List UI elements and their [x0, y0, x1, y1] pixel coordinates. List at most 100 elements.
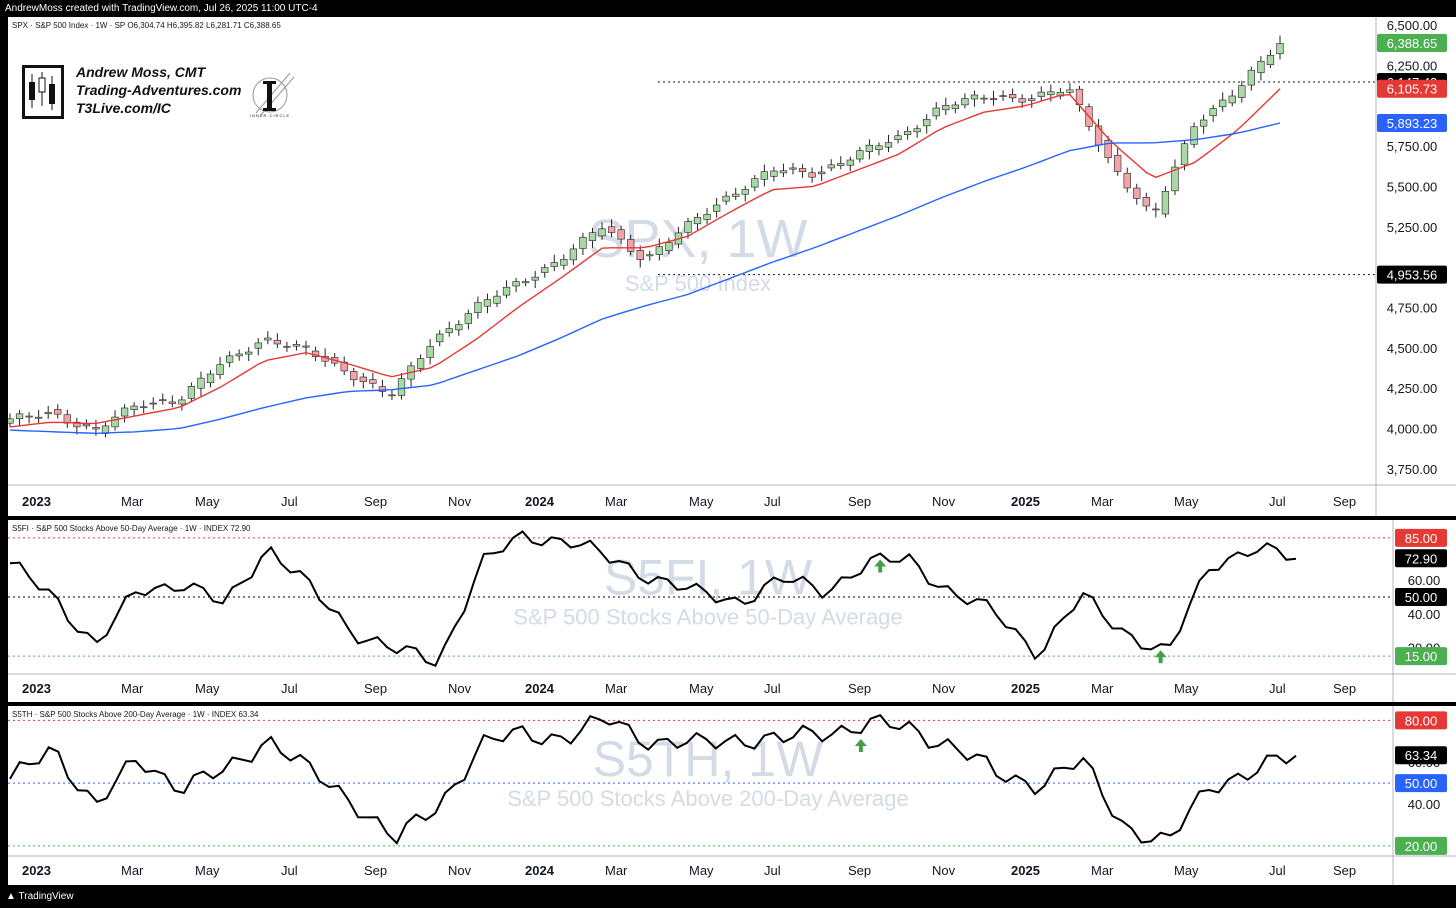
value-label: 50.00 [1405, 776, 1438, 791]
price-candle [1104, 140, 1112, 159]
watermark-name: S&P 500 Stocks Above 50-Day Average [513, 605, 902, 630]
s5fi-chart-svg[interactable]: S5FI, 1WS&P 500 Stocks Above 50-Day Aver… [8, 520, 1456, 702]
author-name: Andrew Moss, CMT [76, 64, 206, 80]
price-candle [8, 418, 14, 424]
s5th-panel[interactable]: S5TH, 1W S&P 500 Stocks Above 200-Day Ave… [8, 706, 1456, 885]
price-candle [1123, 172, 1131, 189]
x-tick-label: May [195, 494, 220, 509]
value-label: 50.00 [1405, 590, 1438, 605]
price-candle [1028, 98, 1036, 101]
x-tick-label: Jul [281, 681, 298, 696]
s5fi-panel[interactable]: S5FI, 1W S&P 500 Stocks Above 50-Day Aver… [8, 520, 1456, 702]
spx-price-panel[interactable]: SPX, 1W S&P 500 Index 6,500.00 6,250.00 5,75… [8, 17, 1456, 516]
s5fi-legend: S5FI · S&P 500 Stocks Above 50-Day Avera… [12, 524, 251, 533]
buy-signal-arrow-icon [874, 559, 887, 573]
spx-chart-svg[interactable]: SPX, 1WS&P 500 Index6,500.006,250.005,75… [8, 17, 1456, 516]
price-candle [159, 399, 167, 402]
y-tick-label: 60.00 [1408, 573, 1441, 588]
x-tick-label: May [195, 863, 220, 878]
price-candle [894, 135, 902, 141]
x-tick-label: Sep [848, 681, 871, 696]
chart-attribution-bar: AndrewMoss created with TradingView.com,… [0, 0, 1456, 17]
x-tick-label: May [689, 863, 714, 878]
price-candle [617, 229, 625, 240]
price-candle [120, 407, 129, 417]
price-candle [216, 364, 224, 375]
price-candle [999, 95, 1007, 97]
x-tick-label: Sep [1333, 494, 1356, 509]
price-candle [140, 406, 148, 409]
price-candle [1161, 191, 1170, 215]
price-candle [989, 98, 998, 100]
price-candle [923, 118, 931, 127]
price-candle [378, 386, 387, 392]
panel-separator[interactable] [0, 516, 1456, 520]
price-candle [703, 214, 711, 220]
x-tick-label: Jul [764, 863, 781, 878]
spx-legend: SPX · S&P 500 Index · 1W · SP O6,304.74 … [12, 21, 281, 30]
price-candle [369, 379, 377, 384]
price-candle [1047, 91, 1055, 96]
value-label: 63.34 [1405, 748, 1438, 763]
sma-line [9, 122, 1281, 435]
value-label-bg [1395, 711, 1447, 730]
price-candle [178, 399, 186, 405]
price-candle [149, 402, 157, 405]
price-candle [1228, 95, 1236, 104]
price-label: 6,388.65 [1387, 36, 1438, 51]
x-tick-label: Mar [121, 494, 144, 509]
inner-circle-icon [252, 72, 295, 116]
x-tick-label: May [195, 681, 220, 696]
y-tick-label: 4,000.00 [1387, 422, 1438, 437]
price-candle [264, 337, 272, 341]
x-tick-label: May [1174, 494, 1199, 509]
author-site-2: T3Live.com/IC [76, 100, 171, 116]
price-candle [283, 345, 291, 348]
price-candle [980, 97, 988, 100]
x-tick-label: Sep [364, 494, 387, 509]
price-candle [455, 324, 463, 331]
price-candle [693, 217, 702, 225]
panel-separator[interactable] [0, 702, 1456, 706]
price-candle [1247, 69, 1255, 86]
price-candle [512, 281, 520, 287]
y-tick-label: 3,750.00 [1387, 462, 1438, 477]
price-candle [722, 195, 730, 202]
price-candle [588, 232, 597, 241]
price-candle [827, 164, 835, 169]
y-tick-label: 5,500.00 [1387, 179, 1438, 194]
price-candle [665, 242, 673, 251]
x-tick-label: Mar [605, 863, 628, 878]
s5th-chart-svg[interactable]: S5TH, 1WS&P 500 Stocks Above 200-Day Ave… [8, 706, 1456, 885]
price-candle [550, 262, 558, 267]
price-candle [1152, 208, 1160, 211]
price-candle [932, 107, 940, 117]
x-tick-label: Sep [848, 494, 871, 509]
price-candle [541, 267, 549, 273]
price-candle [560, 259, 568, 266]
price-candle [646, 254, 654, 257]
inner-circle-logo: INNER CIRCLE [248, 69, 296, 125]
value-label: 85.00 [1405, 531, 1438, 546]
price-candle [25, 415, 33, 418]
price-candle [684, 221, 692, 233]
price-candle [1094, 125, 1103, 146]
price-candle [1238, 85, 1246, 98]
price-label: 4,953.56 [1387, 268, 1438, 283]
price-candle [168, 401, 176, 404]
value-label-bg [1395, 588, 1447, 606]
value-label: 15.00 [1405, 649, 1438, 664]
x-tick-label: 2024 [525, 681, 555, 696]
x-tick-label: Nov [448, 681, 472, 696]
price-candle [44, 412, 52, 415]
watermark-name: S&P 500 Stocks Above 200-Day Average [507, 786, 909, 811]
price-candle [502, 286, 511, 296]
price-candle [837, 163, 845, 166]
x-tick-label: 2024 [525, 863, 555, 878]
price-candle [206, 373, 215, 384]
x-tick-label: Mar [605, 494, 628, 509]
x-tick-label: Mar [1091, 494, 1114, 509]
price-candle [846, 159, 854, 166]
value-label-bg [1395, 836, 1447, 855]
price-candle [1276, 43, 1284, 55]
